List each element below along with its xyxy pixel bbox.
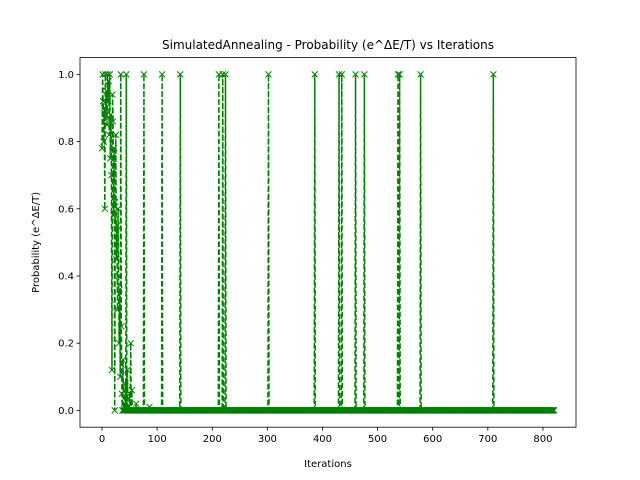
y-tick-label: 0.0 bbox=[58, 406, 74, 417]
data-point-marker bbox=[109, 118, 117, 125]
data-point-marker bbox=[101, 205, 109, 213]
data-point-marker bbox=[106, 71, 114, 78]
y-tick-label: 1.0 bbox=[58, 70, 74, 81]
plot-frame bbox=[79, 57, 577, 428]
x-axis-label: Iterations bbox=[304, 459, 352, 470]
data-point-marker bbox=[106, 155, 114, 162]
y-axis-label: Probability (e^ΔE/T) bbox=[31, 192, 42, 293]
data-point-marker bbox=[118, 390, 126, 397]
data-point-marker bbox=[112, 131, 120, 139]
data-point-marker bbox=[126, 390, 133, 397]
data-point-marker bbox=[108, 171, 115, 179]
data-point-marker bbox=[361, 71, 368, 78]
data-point-marker bbox=[335, 71, 343, 78]
data-point-marker bbox=[311, 71, 319, 78]
data-point-marker bbox=[114, 306, 121, 313]
data-point-marker bbox=[116, 373, 124, 381]
data-point-marker bbox=[107, 111, 115, 119]
data-point-marker bbox=[111, 407, 119, 414]
x-tick-label: 800 bbox=[533, 434, 552, 445]
data-point-marker bbox=[222, 71, 229, 78]
data-point-marker bbox=[114, 205, 122, 213]
data-point-marker bbox=[219, 71, 227, 78]
data-point-marker bbox=[108, 366, 116, 374]
data-point-marker bbox=[110, 212, 117, 219]
x-tick-label: 400 bbox=[313, 434, 332, 445]
data-point-marker bbox=[116, 286, 124, 293]
y-tick-label: 0.2 bbox=[58, 339, 74, 350]
x-axis-ticks: 0 100 200 300 400 500 600 700 800 bbox=[99, 427, 552, 445]
x-tick-label: 0 bbox=[99, 434, 105, 445]
data-point-marker bbox=[265, 71, 272, 78]
series-layer bbox=[98, 71, 558, 414]
x-tick-label: 300 bbox=[258, 434, 277, 445]
data-point-marker bbox=[489, 71, 497, 78]
data-point-marker bbox=[103, 87, 110, 95]
data-point-marker bbox=[394, 71, 402, 78]
data-point-marker bbox=[127, 339, 135, 347]
data-point-marker bbox=[550, 407, 558, 414]
data-point-marker bbox=[99, 97, 107, 105]
plot-area bbox=[80, 57, 576, 428]
x-tick-label: 200 bbox=[203, 434, 222, 445]
y-tick-label: 0.6 bbox=[58, 204, 74, 215]
data-point-marker bbox=[176, 71, 184, 78]
data-point-marker bbox=[105, 131, 113, 139]
data-point-marker bbox=[119, 356, 127, 364]
data-point-marker bbox=[120, 400, 128, 408]
data-point-marker bbox=[338, 71, 346, 78]
data-point-marker bbox=[100, 104, 108, 112]
y-axis-ticks: 0.0 0.2 0.4 0.6 0.8 1.0 bbox=[58, 70, 80, 417]
data-point-marker bbox=[128, 386, 136, 394]
data-point-marker bbox=[98, 144, 106, 152]
data-point-marker bbox=[110, 144, 118, 152]
data-point-marker bbox=[158, 71, 166, 78]
data-point-marker bbox=[117, 323, 125, 330]
data-point-marker bbox=[140, 71, 148, 78]
chart-title: SimulatedAnnealing - Probability (e^ΔE/T… bbox=[162, 38, 494, 52]
data-point-marker bbox=[124, 366, 131, 374]
x-tick-label: 600 bbox=[423, 434, 442, 445]
data-point-marker bbox=[113, 255, 120, 263]
x-tick-label: 700 bbox=[478, 434, 497, 445]
data-point-marker bbox=[104, 71, 111, 78]
data-point-marker bbox=[99, 71, 106, 78]
y-tick-label: 0.4 bbox=[58, 272, 74, 283]
data-point-marker bbox=[122, 71, 130, 78]
data-point-marker bbox=[103, 121, 111, 129]
data-point-marker bbox=[104, 97, 112, 105]
data-point-marker bbox=[100, 138, 108, 145]
x-tick-label: 500 bbox=[368, 434, 387, 445]
data-point-marker bbox=[102, 111, 110, 119]
data-point-marker bbox=[109, 91, 116, 98]
data-point-marker bbox=[121, 380, 129, 387]
data-point-marker bbox=[132, 400, 140, 408]
data-point-marker bbox=[111, 198, 119, 206]
data-point-marker bbox=[115, 272, 122, 280]
data-point-marker bbox=[352, 71, 359, 78]
data-point-marker bbox=[115, 339, 123, 347]
data-point-marker bbox=[396, 71, 403, 78]
data-point-marker bbox=[113, 222, 121, 229]
data-point-marker bbox=[117, 71, 125, 78]
data-point-marker bbox=[105, 77, 113, 85]
y-tick-label: 0.8 bbox=[58, 137, 74, 148]
x-tick-label: 100 bbox=[148, 434, 167, 445]
data-point-marker bbox=[417, 71, 424, 78]
